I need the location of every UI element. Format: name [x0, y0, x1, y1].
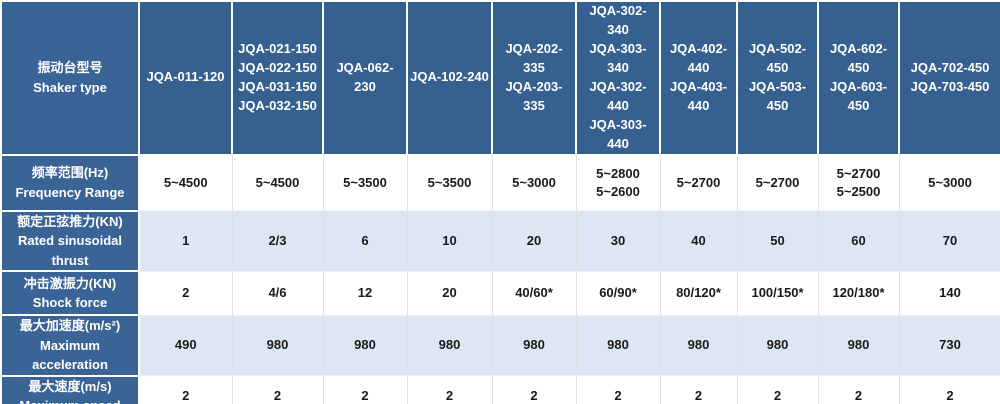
value-cell: 2 [407, 375, 493, 404]
row-label-maximum-acceleration: 最大加速度(m/s²) Maximum acceleration [0, 314, 140, 377]
value-cell: 980 [323, 314, 408, 377]
header-model-column-10: JQA-702-450 JQA-703-450 [898, 0, 1000, 156]
row-label-rated-sinusoidal-thrust: 额定正弦推力(KN) Rated sinusoidal thrust [0, 209, 140, 273]
value-cell: 5~2700 5~2500 [818, 154, 900, 212]
value-cell: 5~3500 [323, 154, 408, 212]
value-cell: 100/150* [737, 270, 819, 316]
value-cell: 2 [576, 375, 661, 404]
value-cell: 40 [660, 210, 738, 272]
value-cell: 980 [818, 314, 900, 377]
value-cell: 2 [232, 375, 324, 404]
value-cell: 980 [407, 314, 493, 377]
header-model-column-7: JQA-402-440 JQA-403-440 [659, 0, 738, 156]
value-cell: 2 [139, 270, 233, 316]
value-cell: 4/6 [232, 270, 324, 316]
row-maximum-speed: 最大速度(m/s) Maximum speed 2 2 2 2 2 2 2 2 … [0, 374, 1000, 404]
header-model-column-4: JQA-102-240 [406, 0, 493, 156]
value-cell: 5~3000 [492, 154, 577, 212]
value-cell: 50 [737, 210, 819, 272]
row-label-maximum-speed: 最大速度(m/s) Maximum speed [0, 374, 140, 404]
value-cell: 10 [407, 210, 493, 272]
value-cell: 2 [139, 375, 233, 404]
value-cell: 6 [323, 210, 408, 272]
value-cell: 2 [737, 375, 819, 404]
value-cell: 5~3500 [407, 154, 493, 212]
header-model-column-6: JQA-302-340 JQA-303-340 JQA-302-440 JQA-… [575, 0, 661, 156]
value-cell: 980 [232, 314, 324, 377]
value-cell: 2 [323, 375, 408, 404]
value-cell: 730 [899, 314, 1000, 377]
row-label-frequency-range: 频率范围(Hz) Frequency Range [0, 153, 140, 212]
corner-cell-shaker-type: 振动台型号 Shaker type [0, 0, 140, 156]
value-cell: 2 [818, 375, 900, 404]
value-cell: 980 [576, 314, 661, 377]
row-shock-force: 冲击激振力(KN) Shock force 2 4/6 12 20 40/60*… [0, 270, 1000, 317]
value-cell: 20 [407, 270, 493, 316]
value-cell: 120/180* [818, 270, 900, 316]
value-cell: 2 [660, 375, 738, 404]
value-cell: 2 [492, 375, 577, 404]
value-cell: 2 [899, 375, 1000, 404]
value-cell: 5~2700 [737, 154, 819, 212]
value-cell: 5~4500 [232, 154, 324, 212]
value-cell: 1 [139, 210, 233, 272]
value-cell: 5~2800 5~2600 [576, 154, 661, 212]
value-cell: 60 [818, 210, 900, 272]
header-model-column-2: JQA-021-150 JQA-022-150 JQA-031-150 JQA-… [231, 0, 324, 156]
header-model-column-5: JQA-202-335 JQA-203-335 [491, 0, 577, 156]
value-cell: 40/60* [492, 270, 577, 316]
header-model-column-1: JQA-011-120 [138, 0, 233, 156]
value-cell: 490 [139, 314, 233, 377]
header-row: 振动台型号 Shaker type JQA-011-120 JQA-021-15… [0, 0, 1000, 156]
row-label-shock-force: 冲击激振力(KN) Shock force [0, 270, 140, 317]
value-cell: 980 [737, 314, 819, 377]
value-cell: 140 [899, 270, 1000, 316]
value-cell: 80/120* [660, 270, 738, 316]
row-frequency-range: 频率范围(Hz) Frequency Range 5~4500 5~4500 5… [0, 153, 1000, 212]
row-rated-sinusoidal-thrust: 额定正弦推力(KN) Rated sinusoidal thrust 1 2/3… [0, 209, 1000, 273]
value-cell: 980 [492, 314, 577, 377]
value-cell: 980 [660, 314, 738, 377]
header-model-column-9: JQA-602-450 JQA-603-450 [817, 0, 900, 156]
value-cell: 30 [576, 210, 661, 272]
value-cell: 70 [899, 210, 1000, 272]
value-cell: 60/90* [576, 270, 661, 316]
value-cell: 20 [492, 210, 577, 272]
value-cell: 2/3 [232, 210, 324, 272]
header-model-column-8: JQA-502-450 JQA-503-450 [736, 0, 819, 156]
row-maximum-acceleration: 最大加速度(m/s²) Maximum acceleration 490 980… [0, 314, 1000, 377]
value-cell: 5~2700 [660, 154, 738, 212]
value-cell: 5~4500 [139, 154, 233, 212]
value-cell: 12 [323, 270, 408, 316]
header-model-column-3: JQA-062-230 [322, 0, 408, 156]
value-cell: 5~3000 [899, 154, 1000, 212]
